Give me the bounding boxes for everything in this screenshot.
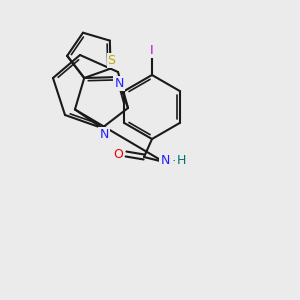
Text: H: H: [176, 154, 186, 166]
Text: N: N: [160, 154, 170, 166]
Text: S: S: [108, 54, 116, 67]
Text: N: N: [114, 76, 124, 90]
Text: –: –: [172, 155, 178, 165]
Text: N: N: [99, 128, 109, 140]
Text: I: I: [150, 44, 154, 56]
Text: O: O: [113, 148, 123, 160]
